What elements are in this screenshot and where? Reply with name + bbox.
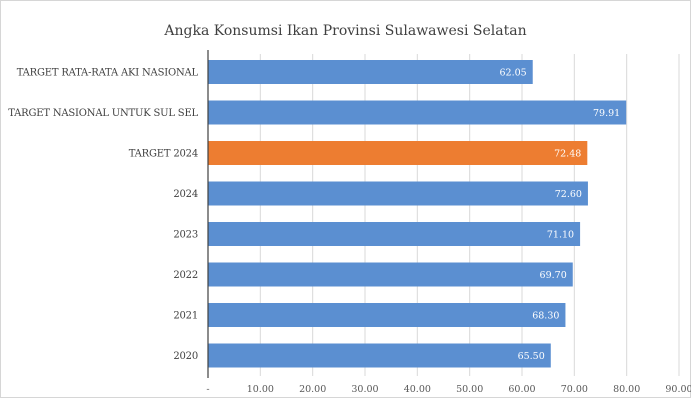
bar bbox=[208, 303, 566, 327]
category-label: TARGET RATA-RATA AKI NASIONAL bbox=[17, 68, 199, 79]
bar bbox=[208, 262, 573, 287]
data-label: 72.48 bbox=[554, 149, 581, 160]
category-label: TARGET NASIONAL UNTUK SUL SEL bbox=[8, 108, 198, 119]
category-label: 2022 bbox=[173, 270, 198, 281]
bar bbox=[208, 343, 551, 368]
data-label: 65.50 bbox=[518, 351, 545, 362]
x-tick-label: 30.00 bbox=[351, 384, 378, 395]
x-tick-label: - bbox=[206, 384, 209, 395]
x-tick-label: 80.00 bbox=[613, 384, 640, 395]
category-label: 2023 bbox=[173, 230, 198, 241]
bar bbox=[208, 100, 627, 125]
x-tick-label: 70.00 bbox=[561, 384, 588, 395]
x-tick-label: 10.00 bbox=[247, 384, 274, 395]
category-label: 2024 bbox=[173, 189, 198, 200]
category-label: TARGET 2024 bbox=[129, 149, 198, 160]
category-label: 2020 bbox=[173, 351, 198, 362]
x-tick-label: 60.00 bbox=[508, 384, 535, 395]
data-label: 69.70 bbox=[540, 270, 567, 281]
bar bbox=[208, 181, 588, 206]
data-label: 71.10 bbox=[547, 230, 574, 241]
chart-title: Angka Konsumsi Ikan Provinsi Sulawawesi … bbox=[164, 23, 527, 39]
bar bbox=[208, 141, 588, 165]
data-label: 68.30 bbox=[532, 311, 559, 322]
category-label: 2021 bbox=[173, 311, 198, 322]
bar bbox=[208, 60, 533, 84]
data-label: 72.60 bbox=[555, 189, 582, 200]
x-tick-label: 40.00 bbox=[404, 384, 431, 395]
x-tick-label: 20.00 bbox=[299, 384, 326, 395]
data-label: 62.05 bbox=[500, 68, 527, 79]
x-tick-label: 90.00 bbox=[665, 384, 691, 395]
bar bbox=[208, 222, 581, 246]
x-tick-label: 50.00 bbox=[456, 384, 483, 395]
data-label: 79.91 bbox=[593, 108, 620, 119]
